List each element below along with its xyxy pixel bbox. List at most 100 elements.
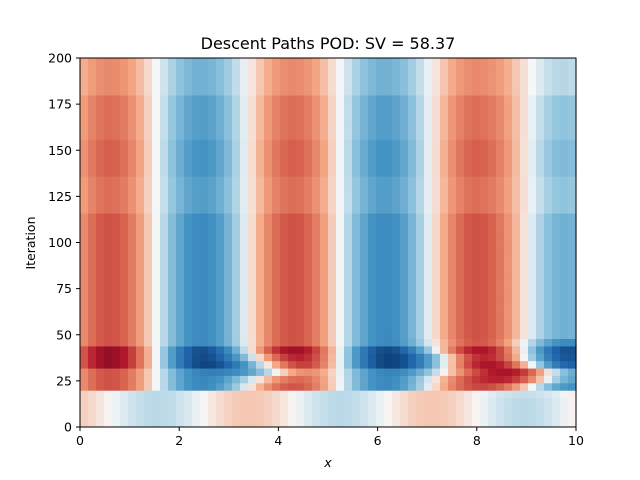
- heatmap-cell: [344, 146, 353, 155]
- heatmap-cell: [544, 205, 553, 214]
- heatmap-cell: [192, 235, 201, 244]
- heatmap-cell: [496, 124, 505, 133]
- heatmap-cell: [264, 153, 273, 162]
- heatmap-cell: [440, 286, 449, 295]
- heatmap-cell: [376, 131, 385, 140]
- heatmap-cell: [104, 235, 113, 244]
- heatmap-cell: [120, 242, 129, 251]
- heatmap-cell: [352, 190, 361, 199]
- heatmap-cell: [520, 367, 529, 376]
- heatmap-cell: [312, 198, 321, 207]
- heatmap-cell: [560, 331, 569, 340]
- heatmap-cell: [432, 308, 441, 317]
- heatmap-cell: [504, 390, 513, 399]
- heatmap-cell: [408, 419, 417, 428]
- heatmap-cell: [416, 183, 425, 192]
- heatmap-cell: [392, 404, 401, 413]
- heatmap-cell: [152, 345, 161, 354]
- heatmap-cell: [152, 80, 161, 89]
- heatmap-cell: [496, 323, 505, 332]
- heatmap-cell: [568, 168, 577, 177]
- heatmap-cell: [416, 397, 425, 406]
- heatmap-cell: [120, 72, 129, 81]
- heatmap-cell: [472, 205, 481, 214]
- heatmap-cell: [544, 279, 553, 288]
- heatmap-cell: [88, 308, 97, 317]
- heatmap-cell: [344, 308, 353, 317]
- heatmap-cell: [296, 360, 305, 369]
- heatmap-cell: [368, 412, 377, 421]
- heatmap-cell: [472, 131, 481, 140]
- heatmap-cell: [408, 308, 417, 317]
- heatmap-cell: [520, 249, 529, 258]
- heatmap-cell: [192, 323, 201, 332]
- heatmap-cell: [96, 338, 105, 347]
- heatmap-cell: [176, 109, 185, 118]
- heatmap-cell: [168, 264, 177, 273]
- heatmap-cell: [416, 220, 425, 229]
- heatmap-cell: [464, 316, 473, 325]
- y-tick-label: 125: [48, 189, 72, 204]
- heatmap-cell: [512, 308, 521, 317]
- heatmap-cell: [456, 345, 465, 354]
- heatmap-cell: [96, 153, 105, 162]
- heatmap-cell: [504, 109, 513, 118]
- heatmap-cell: [520, 190, 529, 199]
- heatmap-cell: [176, 80, 185, 89]
- heatmap-cell: [112, 146, 121, 155]
- heatmap-cell: [512, 390, 521, 399]
- heatmap-cell: [208, 249, 217, 258]
- heatmap-cell: [432, 286, 441, 295]
- heatmap-cell: [528, 176, 537, 185]
- heatmap-cell: [208, 131, 217, 140]
- heatmap-cell: [192, 316, 201, 325]
- heatmap-cell: [144, 168, 153, 177]
- heatmap-cell: [360, 168, 369, 177]
- heatmap-cell: [224, 382, 233, 391]
- heatmap-cell: [328, 198, 337, 207]
- heatmap-cell: [264, 117, 273, 126]
- heatmap-cell: [88, 102, 97, 111]
- heatmap-cell: [512, 375, 521, 384]
- heatmap-cell: [184, 176, 193, 185]
- heatmap-cell: [96, 168, 105, 177]
- heatmap-cell: [480, 124, 489, 133]
- heatmap-cell: [440, 412, 449, 421]
- heatmap-cell: [472, 390, 481, 399]
- heatmap-cell: [336, 153, 345, 162]
- heatmap-cell: [360, 419, 369, 428]
- heatmap-cell: [232, 286, 241, 295]
- heatmap-cell: [248, 146, 257, 155]
- heatmap-cell: [352, 382, 361, 391]
- heatmap-cell: [376, 235, 385, 244]
- y-tick-label: 150: [48, 143, 72, 158]
- heatmap-cell: [280, 242, 289, 251]
- heatmap-cell: [152, 308, 161, 317]
- heatmap-cell: [352, 109, 361, 118]
- heatmap-cell: [224, 286, 233, 295]
- heatmap-cell: [408, 279, 417, 288]
- heatmap-cell: [224, 168, 233, 177]
- heatmap-cell: [288, 294, 297, 303]
- heatmap-cell: [360, 397, 369, 406]
- heatmap-cell: [264, 58, 273, 66]
- heatmap-cell: [176, 360, 185, 369]
- heatmap-cell: [168, 279, 177, 288]
- heatmap-cell: [544, 404, 553, 413]
- heatmap-cell: [168, 390, 177, 399]
- heatmap-cell: [448, 367, 457, 376]
- heatmap-cell: [280, 235, 289, 244]
- heatmap-cell: [200, 375, 209, 384]
- heatmap-cell: [464, 190, 473, 199]
- heatmap-cell: [184, 65, 193, 74]
- heatmap-cell: [432, 212, 441, 221]
- heatmap-cell: [264, 94, 273, 103]
- heatmap-cell: [512, 345, 521, 354]
- heatmap-cell: [424, 419, 433, 428]
- heatmap-cell: [264, 367, 273, 376]
- heatmap-cell: [232, 382, 241, 391]
- heatmap-cell: [304, 257, 313, 266]
- heatmap-cell: [336, 257, 345, 266]
- heatmap-cell: [480, 205, 489, 214]
- heatmap-cell: [240, 161, 249, 170]
